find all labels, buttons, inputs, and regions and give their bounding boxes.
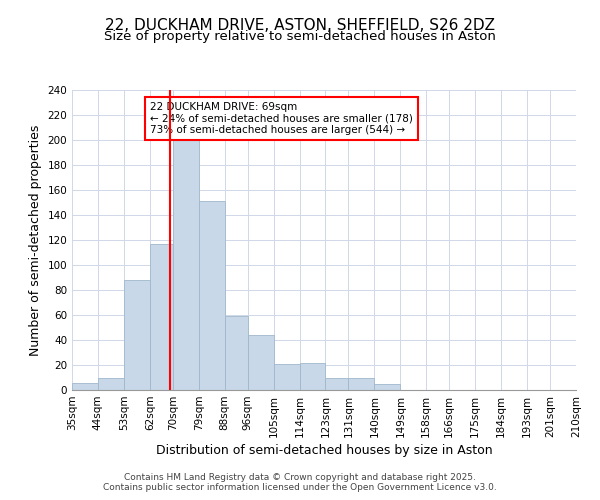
Bar (72, 382, 98, 390)
Bar (150, 244, 173, 390)
X-axis label: Distribution of semi-detached houses by size in Aston: Distribution of semi-detached houses by … (155, 444, 493, 457)
Bar (374, 384, 400, 390)
Bar (124, 280, 150, 390)
Bar (274, 364, 299, 390)
Bar (98, 378, 124, 390)
Bar (299, 362, 325, 390)
Text: Size of property relative to semi-detached houses in Aston: Size of property relative to semi-detach… (104, 30, 496, 43)
Bar (349, 378, 374, 390)
Text: Contains HM Land Registry data © Crown copyright and database right 2025.: Contains HM Land Registry data © Crown c… (124, 472, 476, 482)
Bar (199, 201, 224, 390)
Bar (248, 335, 274, 390)
Bar (173, 138, 199, 390)
Text: Contains public sector information licensed under the Open Government Licence v3: Contains public sector information licen… (103, 484, 497, 492)
Bar (224, 316, 248, 390)
Bar (325, 378, 349, 390)
Y-axis label: Number of semi-detached properties: Number of semi-detached properties (29, 124, 42, 356)
Text: 22, DUCKHAM DRIVE, ASTON, SHEFFIELD, S26 2DZ: 22, DUCKHAM DRIVE, ASTON, SHEFFIELD, S26… (105, 18, 495, 32)
Text: 22 DUCKHAM DRIVE: 69sqm
← 24% of semi-detached houses are smaller (178)
73% of s: 22 DUCKHAM DRIVE: 69sqm ← 24% of semi-de… (150, 102, 413, 135)
